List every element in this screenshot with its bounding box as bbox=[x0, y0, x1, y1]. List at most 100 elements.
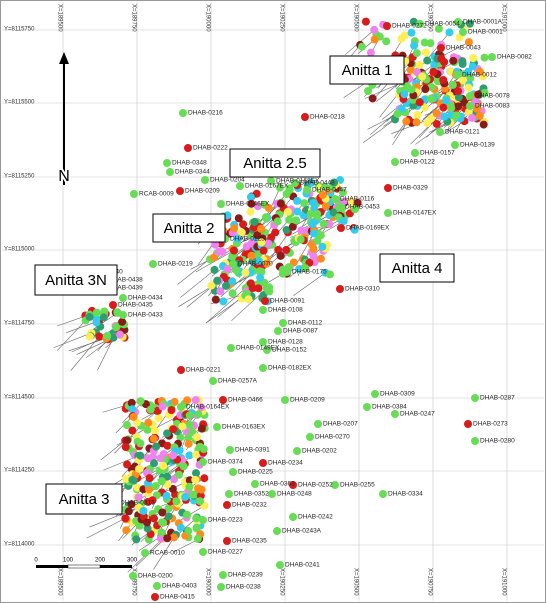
collar bbox=[228, 252, 237, 261]
x-coordinate: X=190250 bbox=[278, 568, 284, 596]
hole-label: DHAB-0344 bbox=[175, 169, 210, 176]
collar bbox=[420, 38, 429, 47]
collar bbox=[479, 120, 488, 129]
collar bbox=[330, 178, 339, 187]
hole-label: DHAB-0225 bbox=[238, 469, 273, 476]
collar bbox=[448, 80, 457, 89]
collar bbox=[172, 497, 181, 506]
collar bbox=[211, 240, 220, 249]
collar bbox=[200, 474, 209, 483]
hole-label: DHAB-0248 bbox=[277, 491, 312, 498]
hole-label: DHAB-0182EX bbox=[268, 365, 312, 372]
collar bbox=[421, 85, 430, 94]
collar bbox=[92, 318, 101, 327]
collar bbox=[185, 411, 194, 420]
drill-trace bbox=[100, 440, 126, 461]
collar bbox=[192, 469, 201, 478]
collar bbox=[210, 265, 219, 274]
collar bbox=[185, 482, 194, 491]
collar bbox=[154, 414, 163, 423]
collar bbox=[244, 295, 253, 304]
collar bbox=[303, 186, 311, 194]
collar bbox=[130, 190, 138, 198]
hole-label: DHAB-0247 bbox=[400, 411, 435, 418]
collar bbox=[273, 527, 281, 535]
collar bbox=[436, 128, 444, 136]
hole-label: DHAB-0147EX bbox=[393, 210, 437, 217]
drill-collars bbox=[79, 17, 496, 601]
collar bbox=[254, 284, 263, 293]
collar bbox=[135, 464, 144, 473]
collar bbox=[446, 101, 455, 110]
collar bbox=[336, 285, 344, 293]
collar bbox=[412, 118, 421, 127]
hole-label: DHAB-0334 bbox=[388, 491, 423, 498]
collar bbox=[366, 48, 375, 57]
hole-label: DHAB-0122 bbox=[400, 159, 435, 166]
collar bbox=[339, 216, 348, 225]
y-coordinate: Y=8115000 bbox=[4, 247, 35, 253]
collar bbox=[409, 17, 418, 26]
collar bbox=[226, 446, 234, 454]
collar bbox=[179, 109, 187, 117]
collar bbox=[279, 319, 287, 327]
x-coordinate: X=190750 bbox=[426, 568, 432, 596]
collar bbox=[423, 119, 432, 128]
collar bbox=[402, 117, 411, 126]
collar bbox=[464, 67, 473, 76]
hole-label: DHAB-0207 bbox=[323, 421, 358, 428]
hole-label: DHAB-0270 bbox=[315, 434, 350, 441]
collar bbox=[124, 507, 133, 516]
collar bbox=[228, 289, 237, 298]
collar bbox=[368, 94, 377, 103]
collar bbox=[219, 396, 227, 404]
collar bbox=[223, 265, 232, 274]
collar bbox=[262, 284, 271, 293]
collar bbox=[285, 186, 294, 195]
collar bbox=[259, 246, 268, 255]
collar bbox=[331, 481, 339, 489]
collar bbox=[437, 44, 445, 52]
collar bbox=[219, 297, 228, 306]
hole-label: DHAB-0223 bbox=[208, 517, 243, 524]
collar bbox=[149, 434, 158, 443]
collar bbox=[261, 297, 269, 305]
collar bbox=[442, 96, 451, 105]
collar bbox=[163, 534, 172, 543]
collar bbox=[283, 268, 291, 276]
collar bbox=[201, 176, 209, 184]
collar bbox=[318, 242, 327, 251]
collar bbox=[268, 490, 276, 498]
collar bbox=[251, 480, 259, 488]
collar bbox=[261, 213, 270, 222]
collar bbox=[410, 41, 419, 50]
collar bbox=[179, 462, 188, 471]
collar bbox=[400, 90, 409, 99]
hole-label: DHAB-0434 bbox=[128, 295, 163, 302]
hole-label: DHAB-0453 bbox=[345, 204, 380, 211]
hole-label: DHAB-0157 bbox=[420, 150, 455, 157]
region-box bbox=[329, 55, 405, 85]
collar bbox=[178, 422, 187, 431]
collar bbox=[122, 421, 131, 430]
scale-label: 0 bbox=[34, 558, 38, 564]
hole-label: DHAB-0415 bbox=[160, 594, 195, 601]
collar bbox=[242, 242, 251, 251]
collar bbox=[412, 49, 421, 58]
hole-label: DHAB-0175 bbox=[292, 269, 327, 276]
hole-label: DHAB-0043 bbox=[446, 45, 481, 52]
collar bbox=[316, 254, 325, 263]
collar bbox=[253, 202, 262, 211]
collar bbox=[282, 225, 291, 234]
collar bbox=[254, 257, 263, 266]
collar bbox=[267, 233, 276, 242]
collar bbox=[454, 87, 463, 96]
collar bbox=[471, 437, 479, 445]
hole-label: DHAB-0433 bbox=[128, 312, 163, 319]
hole-label: DHAB-0112 bbox=[288, 320, 323, 327]
hole-label: DHAB-0257A bbox=[218, 378, 258, 385]
collar bbox=[85, 332, 94, 341]
collar bbox=[118, 317, 127, 326]
collar bbox=[338, 188, 347, 197]
collar bbox=[219, 571, 227, 579]
